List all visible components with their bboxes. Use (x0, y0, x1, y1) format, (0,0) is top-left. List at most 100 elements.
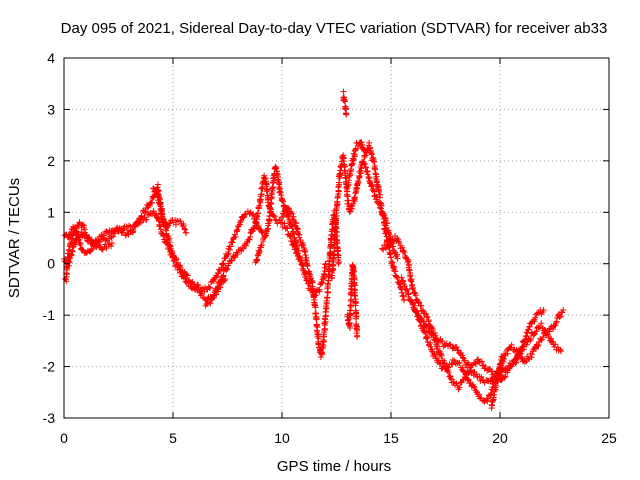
data-point (504, 350, 511, 357)
data-point (424, 314, 431, 321)
data-point (154, 181, 161, 188)
data-point (137, 219, 144, 226)
data-point (518, 344, 525, 351)
data-point (443, 340, 450, 347)
data-point (394, 251, 401, 258)
data-point (447, 341, 454, 348)
data-point (108, 243, 115, 250)
data-point (65, 250, 72, 257)
data-point (495, 370, 502, 377)
data-point (513, 356, 520, 363)
axis-ticks (63, 57, 610, 419)
data-point (145, 203, 152, 210)
data-point (173, 256, 180, 263)
data-point (220, 260, 227, 267)
data-point (429, 330, 436, 337)
data-point (265, 222, 272, 229)
data-point (115, 228, 122, 235)
data-point (490, 397, 497, 404)
data-point (258, 191, 265, 198)
data-point (219, 273, 226, 280)
data-point (210, 292, 217, 299)
data-point (135, 220, 142, 227)
data-point (88, 246, 95, 253)
data-point (69, 231, 76, 238)
data-point (534, 343, 541, 350)
data-point (527, 336, 534, 343)
data-point (306, 270, 313, 277)
data-point (95, 237, 102, 244)
data-point (423, 311, 430, 318)
data-point (296, 254, 303, 261)
data-point (221, 277, 228, 284)
data-point (246, 236, 253, 243)
data-point (351, 292, 358, 299)
data-point (186, 276, 193, 283)
data-point (394, 255, 401, 262)
data-point (347, 166, 354, 173)
data-point (274, 170, 281, 177)
data-point (120, 227, 127, 234)
data-point (449, 356, 456, 363)
data-point (340, 88, 347, 95)
data-point (519, 343, 526, 350)
data-point (206, 284, 213, 291)
data-point (177, 264, 184, 271)
data-point (77, 240, 84, 247)
y-tick-label: -3 (43, 410, 56, 426)
data-point (254, 256, 261, 263)
data-point (424, 323, 431, 330)
data-point (332, 218, 339, 225)
data-point (319, 341, 326, 348)
data-point (395, 238, 402, 245)
y-tick-label: 1 (47, 204, 55, 220)
data-point (462, 371, 469, 378)
data-point (360, 160, 367, 167)
data-point (354, 332, 361, 339)
data-point (88, 236, 95, 243)
y-tick-label: 2 (47, 153, 55, 169)
data-point (409, 284, 416, 291)
data-point (382, 245, 389, 252)
data-point (335, 179, 342, 186)
data-point (351, 194, 358, 201)
data-point (108, 240, 115, 247)
data-point (398, 289, 405, 296)
data-point (301, 248, 308, 255)
data-point (250, 210, 257, 217)
data-point (281, 208, 288, 215)
data-point (424, 339, 431, 346)
data-point (549, 338, 556, 345)
data-point (201, 288, 208, 295)
data-point (361, 160, 368, 167)
data-point (280, 198, 287, 205)
data-point (346, 173, 353, 180)
data-point (72, 237, 79, 244)
data-point (177, 218, 184, 225)
x-tick-label: 25 (601, 430, 617, 446)
data-point (488, 368, 495, 375)
data-points (61, 88, 567, 412)
data-point (390, 264, 397, 271)
data-point (300, 242, 307, 249)
data-point (478, 373, 485, 380)
data-point (79, 221, 86, 228)
data-point (459, 354, 466, 361)
data-point (224, 266, 231, 273)
data-point (76, 220, 83, 227)
y-tick-label: -1 (43, 307, 56, 323)
data-point (259, 229, 266, 236)
data-point (205, 283, 212, 290)
data-point (325, 274, 332, 281)
data-point (102, 237, 109, 244)
data-point (455, 347, 462, 354)
data-point (321, 264, 328, 271)
data-point (169, 248, 176, 255)
data-point (130, 228, 137, 235)
data-point (535, 342, 542, 349)
data-point (323, 300, 330, 307)
data-point (531, 318, 538, 325)
data-point (195, 284, 202, 291)
data-point (376, 194, 383, 201)
data-point (160, 222, 167, 229)
